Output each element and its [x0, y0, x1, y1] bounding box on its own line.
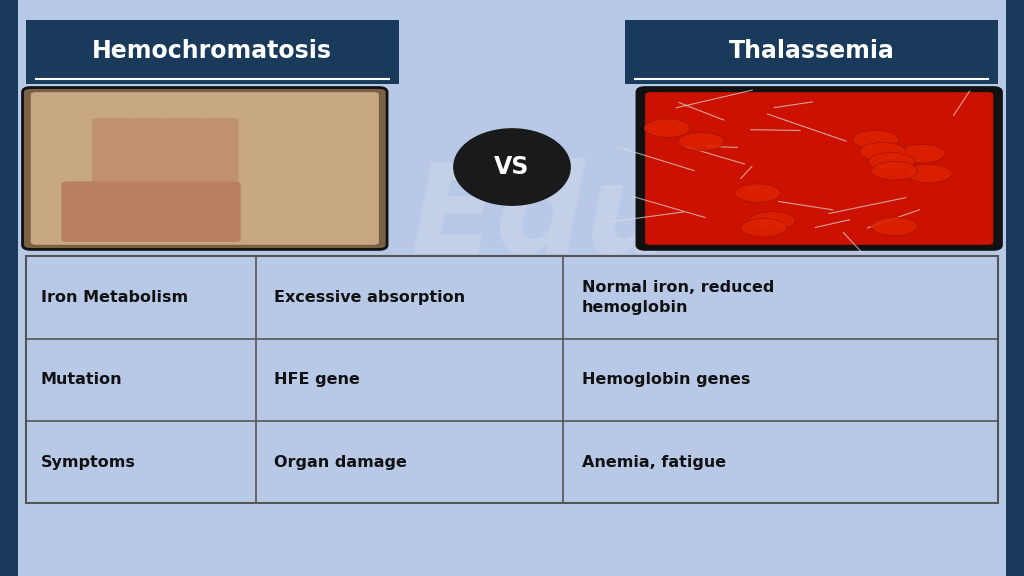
Ellipse shape — [859, 142, 905, 161]
Text: Excessive absorption: Excessive absorption — [274, 290, 466, 305]
Text: Normal iron, reduced
hemoglobin: Normal iron, reduced hemoglobin — [582, 280, 774, 315]
Ellipse shape — [453, 128, 571, 206]
Text: Thalassemia: Thalassemia — [729, 39, 895, 63]
Text: HFE gene: HFE gene — [274, 372, 360, 388]
Ellipse shape — [678, 132, 724, 151]
Text: Symptoms: Symptoms — [41, 454, 136, 470]
FancyBboxPatch shape — [26, 256, 998, 503]
FancyBboxPatch shape — [200, 118, 239, 199]
FancyBboxPatch shape — [164, 118, 203, 199]
Ellipse shape — [852, 130, 898, 149]
FancyBboxPatch shape — [637, 88, 1001, 249]
Ellipse shape — [644, 119, 690, 137]
FancyBboxPatch shape — [1006, 0, 1024, 576]
Text: Iron Metabolism: Iron Metabolism — [41, 290, 188, 305]
Text: Hemoglobin genes: Hemoglobin genes — [582, 372, 750, 388]
Text: Edu: Edu — [411, 158, 675, 279]
Ellipse shape — [871, 217, 918, 236]
Text: VS: VS — [495, 155, 529, 179]
Ellipse shape — [868, 153, 914, 171]
FancyBboxPatch shape — [645, 92, 993, 245]
FancyBboxPatch shape — [61, 181, 241, 242]
Text: Organ damage: Organ damage — [274, 454, 408, 470]
Ellipse shape — [749, 211, 795, 230]
Ellipse shape — [740, 218, 786, 237]
Text: Hemochromatosis: Hemochromatosis — [92, 39, 332, 63]
Text: Mutation: Mutation — [41, 372, 123, 388]
FancyBboxPatch shape — [625, 20, 998, 84]
FancyBboxPatch shape — [26, 20, 399, 84]
Ellipse shape — [906, 164, 952, 183]
FancyBboxPatch shape — [0, 0, 18, 576]
FancyBboxPatch shape — [23, 88, 387, 249]
FancyBboxPatch shape — [31, 92, 379, 245]
FancyBboxPatch shape — [92, 118, 131, 199]
Text: Anemia, fatigue: Anemia, fatigue — [582, 454, 726, 470]
Ellipse shape — [871, 161, 918, 180]
Ellipse shape — [735, 184, 781, 202]
FancyBboxPatch shape — [128, 118, 167, 199]
Ellipse shape — [899, 145, 945, 163]
